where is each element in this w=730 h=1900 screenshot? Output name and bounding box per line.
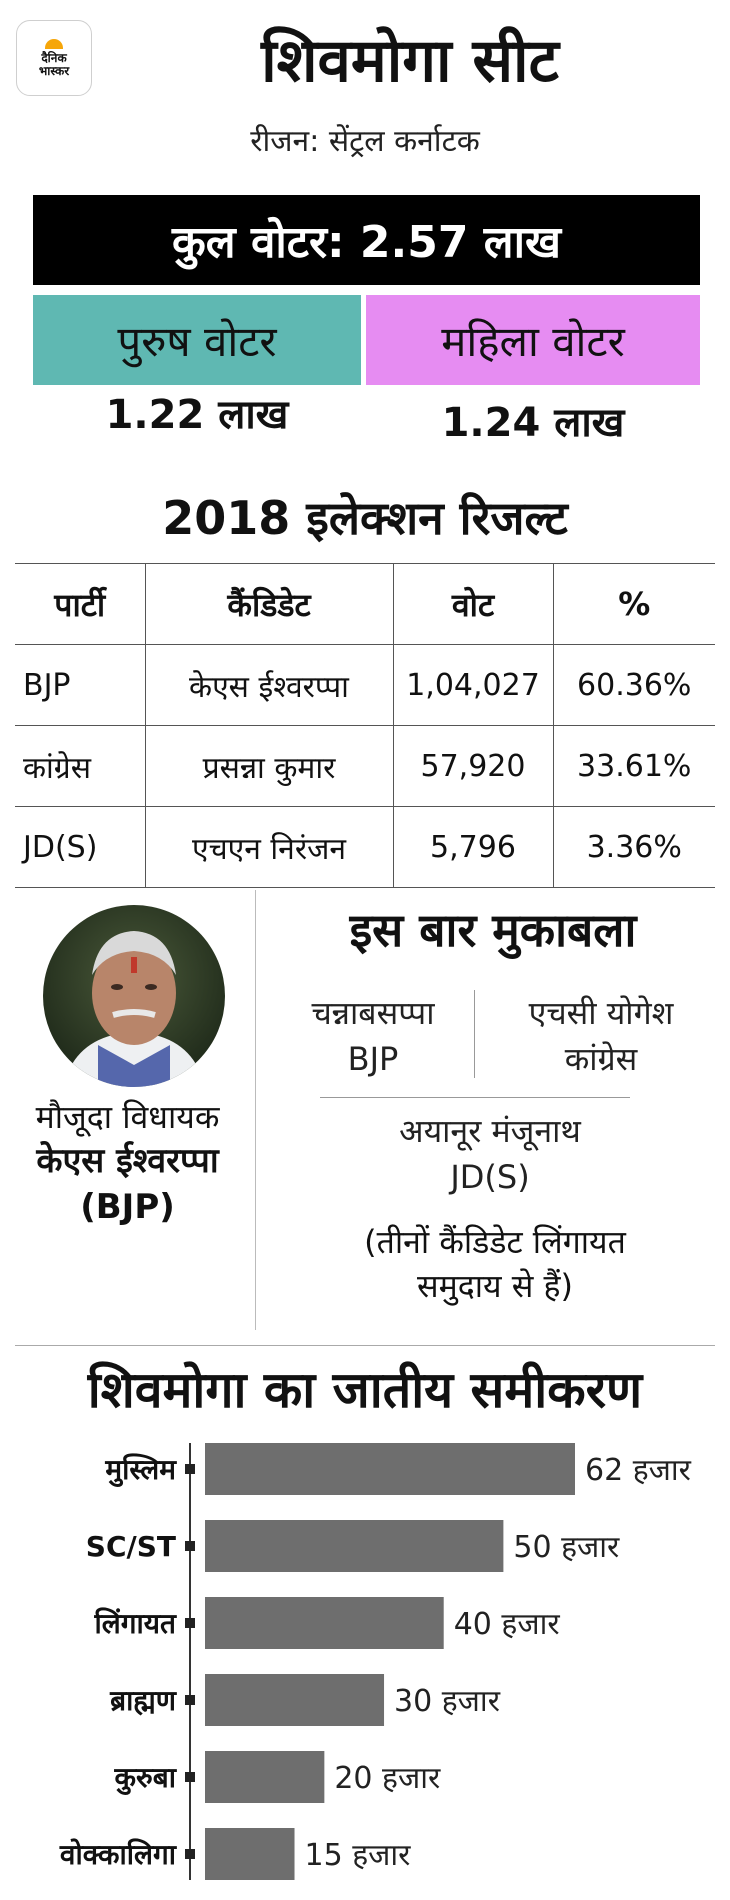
bar <box>205 1443 575 1495</box>
mla-party: (BJP) <box>80 1187 175 1227</box>
contest-title: इस बार मुकाबला <box>349 903 637 957</box>
bar <box>205 1597 444 1649</box>
total-voters-banner: कुल वोटर: 2.57 लाख <box>33 195 700 285</box>
vertical-divider <box>255 890 256 1330</box>
data-label: 15 हजार <box>305 1838 412 1873</box>
logo-line-2: भास्कर <box>38 63 70 78</box>
percent-cell: 60.36% <box>552 644 715 726</box>
candidate-3-name: अयानूर मंजूनाथ <box>399 1112 581 1150</box>
mla-name: केएस ईश्वरप्पा <box>36 1141 219 1181</box>
data-label: 40 हजार <box>454 1607 561 1642</box>
axis-tick <box>185 1618 195 1628</box>
logo-line-1: दैनिक <box>41 50 67 65</box>
votes-cell: 5,796 <box>392 806 554 888</box>
female-voter-label: महिला वोटर <box>366 295 700 385</box>
category-label: ब्राह्मण <box>109 1684 178 1717</box>
candidate-divider <box>474 990 475 1078</box>
category-label: लिंगायत <box>94 1607 177 1640</box>
category-label: कुरुबा <box>114 1761 178 1795</box>
axis-tick <box>185 1541 195 1551</box>
candidate-3-party: JD(S) <box>450 1158 530 1196</box>
votes-cell: 57,920 <box>392 725 554 807</box>
header-votes: वोट <box>392 563 554 645</box>
female-voter-count: 1.24 लाख <box>441 400 625 446</box>
percent-cell: 3.36% <box>552 806 715 888</box>
data-label: 30 हजार <box>394 1684 501 1719</box>
bar <box>205 1520 504 1572</box>
bar <box>205 1828 295 1880</box>
candidate-2-party: कांग्रेस <box>564 1040 638 1078</box>
table-row: BJP केएस ईश्वरप्पा 1,04,027 60.36% <box>15 644 715 726</box>
candidate-3: अयानूर मंजूनाथ JD(S) <box>300 1108 680 1200</box>
candidate-cell: केएस ईश्वरप्पा <box>144 644 394 726</box>
mla-portrait-photo <box>43 905 225 1087</box>
results-title: 2018 इलेक्शन रिजल्ट <box>162 491 568 545</box>
candidate-1-name: चन्नाबसप्पा <box>311 994 435 1032</box>
results-table: पार्टी कैंडिडेट वोट % BJP केएस ईश्वरप्पा… <box>15 563 715 888</box>
data-label: 62 हजार <box>585 1453 692 1488</box>
candidate-1-party: BJP <box>347 1040 399 1078</box>
votes-cell: 1,04,027 <box>392 644 554 726</box>
candidate-2-name: एचसी योगेश <box>528 994 674 1032</box>
chart-title: शिवमोगा का जातीय समीकरण <box>87 1361 643 1419</box>
header-candidate: कैंडिडेट <box>144 563 394 645</box>
axis-tick <box>185 1772 195 1782</box>
section-divider <box>15 1345 715 1346</box>
mla-label: मौजूदा विधायक <box>35 1098 220 1136</box>
community-note-line-2: समुदाय से हैं) <box>416 1267 574 1305</box>
header-party: पार्टी <box>15 563 146 645</box>
region-subtitle: रीजन: सेंट्रल कर्नाटक <box>250 124 480 159</box>
candidate-horizontal-divider <box>320 1097 630 1098</box>
party-cell: JD(S) <box>15 806 146 888</box>
community-note-line-1: (तीनों कैंडिडेट लिंगायत <box>364 1223 626 1261</box>
party-cell: कांग्रेस <box>15 725 146 807</box>
table-row: JD(S) एचएन निरंजन 5,796 3.36% <box>15 806 715 888</box>
header-percent: % <box>552 563 715 645</box>
results-header-row: पार्टी कैंडिडेट वोट % <box>15 563 715 645</box>
category-label: मुस्लिम <box>104 1453 177 1487</box>
axis-tick <box>185 1695 195 1705</box>
candidate-cell: एचएन निरंजन <box>144 806 394 888</box>
percent-cell: 33.61% <box>552 725 715 807</box>
table-row: कांग्रेस प्रसन्ना कुमार 57,920 33.61% <box>15 725 715 807</box>
sun-icon <box>45 38 63 49</box>
page-title: शिवमोगा सीट <box>261 26 559 96</box>
male-voter-label: पुरुष वोटर <box>33 295 361 385</box>
category-label: वोक्कालिगा <box>59 1838 178 1871</box>
axis-tick <box>185 1464 195 1474</box>
candidate-1: चन्नाबसप्पा BJP <box>268 990 478 1082</box>
bar <box>205 1674 385 1726</box>
data-label: 20 हजार <box>334 1761 441 1796</box>
candidate-2: एचसी योगेश कांग्रेस <box>486 990 716 1082</box>
male-voter-count: 1.22 लाख <box>105 392 289 438</box>
data-label: 50 हजार <box>513 1530 620 1565</box>
bar <box>205 1751 325 1803</box>
community-note: (तीनों कैंडिडेट लिंगायत समुदाय से हैं) <box>280 1220 710 1308</box>
category-label: SC/ST <box>86 1530 176 1563</box>
candidate-cell: प्रसन्ना कुमार <box>144 725 394 807</box>
axis-tick <box>185 1849 195 1859</box>
dainik-bhaskar-logo: दैनिक भास्कर <box>16 20 92 96</box>
